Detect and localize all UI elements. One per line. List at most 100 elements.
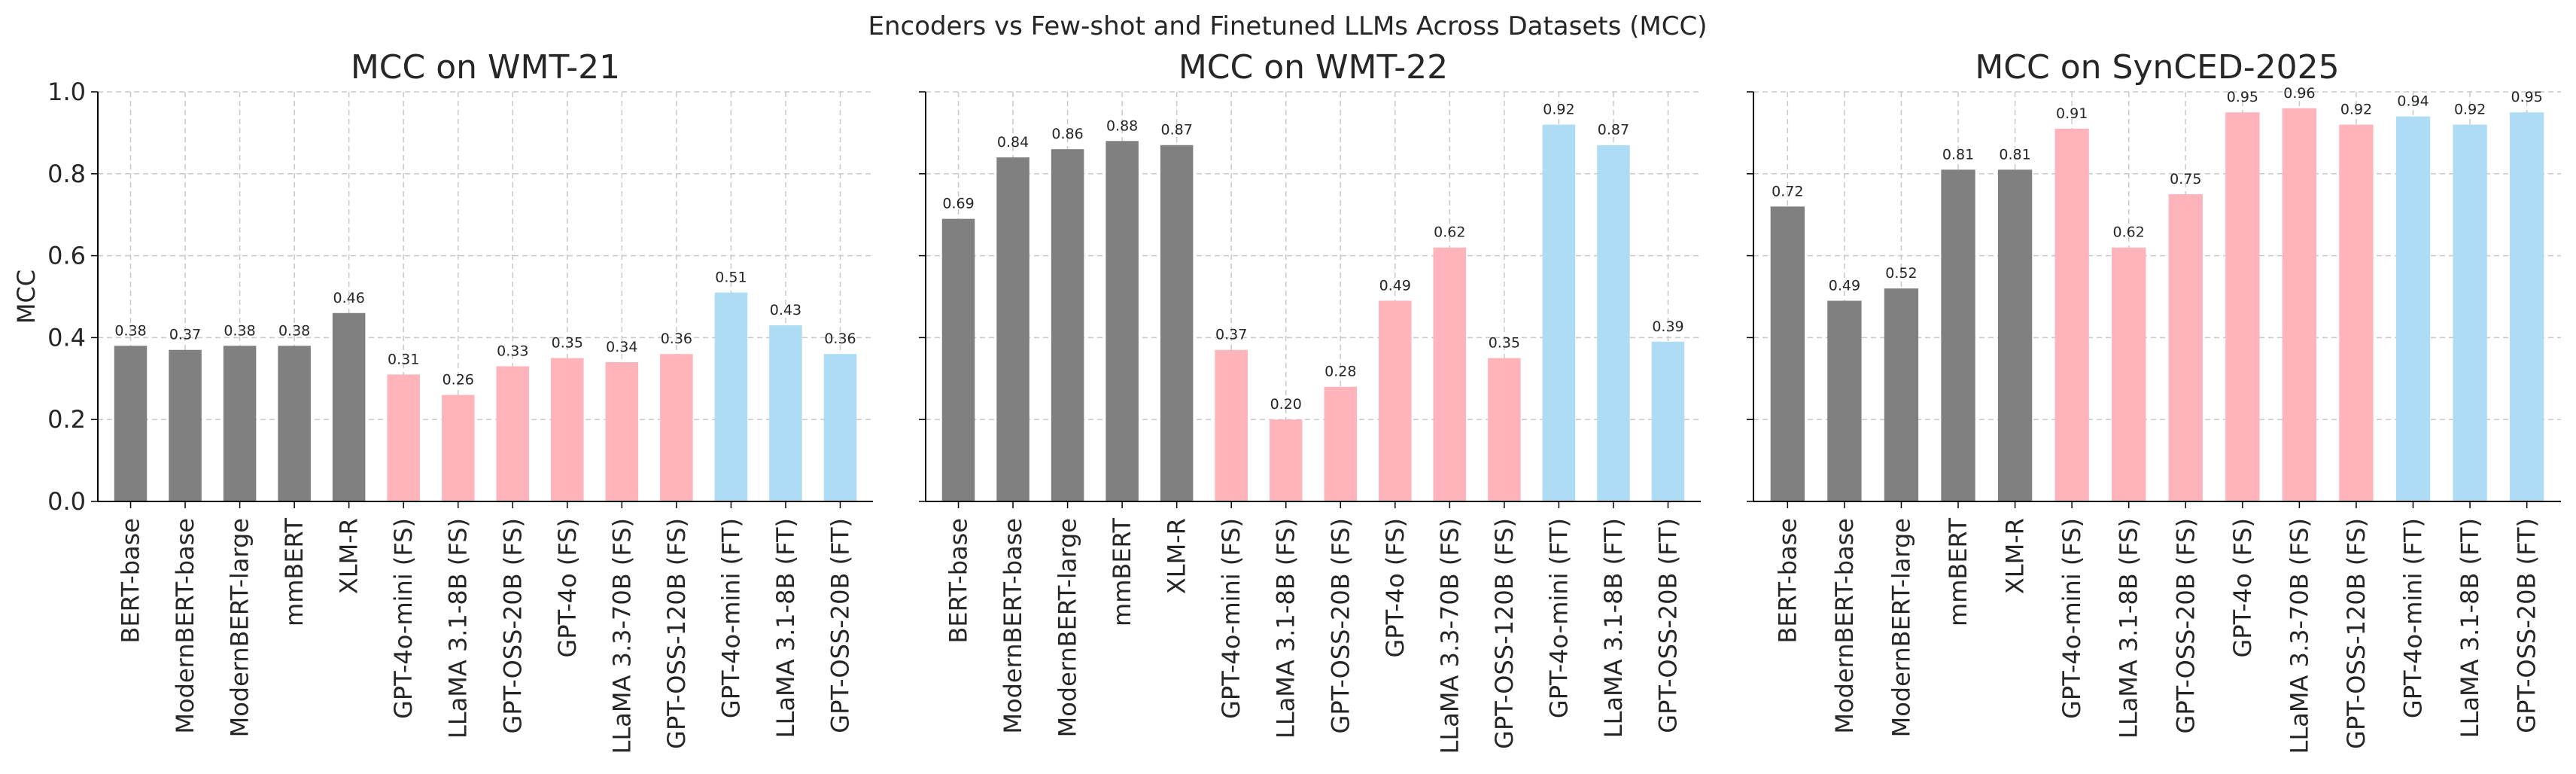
x-tick-label: BERT-base [944, 518, 973, 644]
bar [1941, 169, 1975, 502]
bar-value-label: 0.72 [1772, 183, 1803, 200]
bar [223, 346, 257, 501]
bar-value-label: 0.91 [2056, 105, 2088, 122]
bar-value-label: 0.69 [942, 196, 974, 212]
bar [1997, 169, 2033, 502]
x-tick-label: GPT-4o (FS) [553, 518, 582, 657]
x-tick-label: XLM-R [2001, 518, 2030, 594]
bar [2112, 247, 2146, 501]
x-tick-label: GPT-OSS-20B (FT) [1653, 518, 1682, 733]
x-tick-label: GPT-OSS-20B (FT) [2513, 518, 2541, 733]
bar [1106, 141, 1139, 501]
bar [2282, 108, 2317, 501]
x-tick-label: GPT-OSS-20B (FS) [1326, 518, 1355, 733]
bar-value-label: 0.88 [1106, 117, 1138, 134]
bar [2509, 112, 2544, 501]
x-tick-label: mmBERT [280, 518, 309, 626]
y-tick-label: 0.6 [47, 242, 86, 270]
bar-value-label: 0.20 [1270, 396, 1302, 413]
panel-title: MCC on WMT-21 [351, 48, 620, 87]
x-tick-label: GPT-OSS-20B (FS) [2171, 518, 2200, 733]
x-tick-label: GPT-4o-mini (FT) [716, 518, 745, 718]
x-tick-label: LLaMA 3.1-8B (FT) [2456, 518, 2484, 738]
bar-value-label: 0.38 [224, 322, 255, 339]
x-tick-label: LLaMA 3.3-70B (FS) [2285, 518, 2313, 754]
bar-value-label: 0.62 [2113, 224, 2145, 241]
x-tick-label: LLaMA 3.1-8B (FS) [444, 518, 473, 739]
bar-value-label: 0.87 [1598, 122, 1629, 139]
x-tick-label: GPT-4o-mini (FT) [2399, 518, 2428, 718]
x-tick-label: GPT-4o-mini (FT) [1544, 518, 1573, 718]
x-tick-label: GPT-OSS-120B (FS) [2342, 518, 2371, 749]
x-tick-label: BERT-base [117, 518, 145, 644]
bar [1215, 349, 1248, 501]
y-axis-label: MCC [12, 270, 41, 324]
bar-value-label: 0.35 [1489, 335, 1520, 352]
bar [496, 366, 530, 501]
bar-value-label: 0.51 [715, 270, 747, 286]
x-tick-label: GPT-4o (FS) [1381, 518, 1410, 657]
bar [1542, 124, 1576, 501]
bar [551, 358, 584, 501]
bar [1160, 145, 1194, 501]
bar-value-label: 0.28 [1324, 364, 1356, 380]
panel-title: MCC on WMT-22 [1179, 48, 1448, 87]
x-tick-label: LLaMA 3.1-8B (FT) [771, 518, 800, 738]
x-tick-label: GPT-4o (FS) [2228, 518, 2257, 657]
x-tick-label: ModernBERT-base [999, 518, 1027, 734]
bar [1269, 419, 1303, 501]
panel-1: 0.0 0.2 0.4 0.6 0.8 1.0 0.38 BERT-base 0.37 Moder… [12, 48, 873, 754]
x-tick-label: GPT-OSS-20B (FT) [826, 518, 854, 733]
bar-value-label: 0.37 [169, 327, 201, 343]
x-tick-label: ModernBERT-large [1054, 518, 1082, 737]
bar-value-label: 0.31 [388, 351, 419, 367]
x-tick-label: LLaMA 3.1-8B (FT) [1599, 518, 1628, 738]
x-tick-label: GPT-OSS-120B (FS) [1490, 518, 1519, 749]
bar [996, 157, 1029, 502]
bar-value-label: 0.35 [552, 335, 583, 352]
bar [2453, 124, 2487, 501]
bar [714, 292, 748, 501]
y-tick-label: 0.0 [47, 487, 86, 516]
bar [660, 354, 693, 501]
bar [769, 325, 802, 501]
bar [278, 346, 311, 501]
bar-value-label: 0.46 [333, 290, 365, 306]
bar [1379, 300, 1412, 501]
bar-value-label: 0.49 [1379, 277, 1411, 294]
bar-value-label: 0.38 [114, 322, 146, 339]
bar-value-label: 0.38 [278, 322, 310, 339]
x-tick-label: GPT-4o-mini (FS) [2057, 518, 2086, 719]
bar [941, 218, 975, 501]
bar [605, 362, 639, 501]
bar [387, 374, 420, 501]
bar-value-label: 0.43 [770, 302, 801, 318]
bar [1597, 145, 1630, 501]
bar [2339, 124, 2374, 501]
y-tick-label: 1.0 [47, 78, 86, 106]
x-tick-label: GPT-OSS-20B (FS) [498, 518, 527, 733]
figure-title: Encoders vs Few-shot and Finetuned LLMs … [868, 11, 1708, 41]
x-tick-label: LLaMA 3.1-8B (FS) [1272, 518, 1300, 739]
x-tick-label: LLaMA 3.3-70B (FS) [1435, 518, 1464, 754]
bar-value-label: 0.34 [606, 339, 637, 355]
x-tick-label: GPT-4o-mini (FS) [1217, 518, 1245, 719]
bar-value-label: 0.81 [1942, 146, 1974, 163]
bar-value-label: 0.49 [1829, 277, 1860, 294]
x-tick-label: ModernBERT-large [226, 518, 254, 737]
bar-value-label: 0.84 [997, 134, 1029, 151]
bar [1433, 247, 1467, 501]
bar-value-label: 0.37 [1215, 327, 1247, 343]
x-tick-label: GPT-OSS-120B (FS) [662, 518, 691, 749]
bar-value-label: 0.36 [661, 331, 692, 347]
bar [1324, 386, 1358, 501]
bar [1488, 358, 1521, 501]
x-tick-label: LLaMA 3.3-70B (FS) [607, 518, 636, 754]
y-tick-label: 0.4 [47, 323, 86, 352]
bar-value-label: 0.62 [1434, 224, 1465, 241]
bar [1651, 341, 1685, 501]
bar-value-label: 0.81 [1999, 146, 2030, 163]
y-tick-label: 0.8 [47, 160, 86, 188]
